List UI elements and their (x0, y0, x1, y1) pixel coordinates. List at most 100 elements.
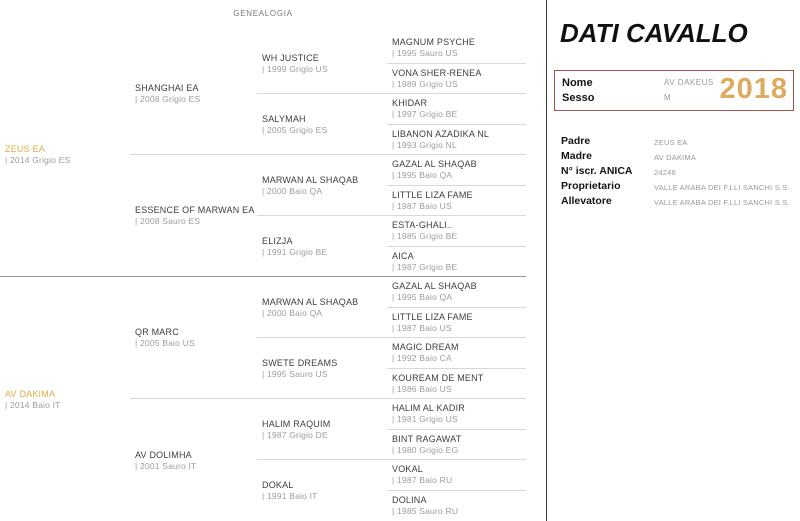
horse-year-color-country: | 1989 Grigio US (392, 78, 458, 89)
horse-name: KHIDAR (392, 98, 428, 109)
pedigree-cell-gen3: SWETE DREAMS | 1995 Sauro US (257, 338, 387, 399)
horse-year-color-country: | 1987 Baio RU (392, 475, 453, 486)
detail-value: VALLE ARABA DEI F.LLI SANCHI S.S. (654, 183, 790, 192)
horse-year-color-country: | 1999 Grigio US (262, 63, 328, 74)
horse-year-color-country: | 1995 Baio QA (392, 170, 453, 181)
genealogy-header: GENEALOGIA (233, 9, 293, 18)
detail-label: Proprietario (561, 180, 621, 192)
horse-name: AICA (392, 250, 414, 261)
horse-name: GAZAL AL SHAQAB (392, 281, 477, 292)
pedigree-cell-gen1: AV DAKIMA | 2014 Baio IT (0, 277, 130, 521)
details-list: Padre ZEUS EA Madre AV DAKIMA N° iscr. A… (561, 136, 799, 211)
horse-year-color-country: | 2005 Grigio ES (262, 124, 328, 135)
detail-label: Madre (561, 150, 592, 162)
pedigree-cell-gen2: ESSENCE OF MARWAN EA | 2008 Sauro ES (130, 155, 257, 277)
horse-name: MAGIC DREAM (392, 342, 459, 353)
name-value: AV DAKEUS (664, 78, 714, 87)
detail-row-allevatore: Allevatore VALLE ARABA DEI F.LLI SANCHI … (561, 196, 799, 208)
horse-year-color-country: | 2000 Baio QA (262, 185, 323, 196)
pedigree-cell-gen4: MAGNUM PSYCHE | 1995 Sauro US (387, 33, 526, 64)
horse-name: SHANGHAI EA (135, 83, 199, 93)
detail-label: Allevatore (561, 195, 612, 207)
horse-name: LITTLE LIZA FAME (392, 311, 473, 322)
pedigree-cell-gen4: KHIDAR | 1997 Grigio BE (387, 94, 526, 125)
pedigree-cell-gen4: MAGIC DREAM | 1992 Baio CA (387, 338, 526, 369)
pedigree-cell-gen1: ZEUS EA | 2014 Grigio ES (0, 33, 130, 277)
horse-year-color-country: | 2008 Grigio ES (135, 94, 201, 104)
horse-name: WH JUSTICE (262, 52, 319, 63)
detail-label: Padre (561, 135, 591, 147)
horse-name: MARWAN AL SHAQAB (262, 296, 359, 307)
detail-label: N° iscr. ANICA (561, 165, 633, 177)
pedigree-cell-gen3: ELIZJA | 1991 Grigio BE (257, 216, 387, 277)
horse-name: DOKAL (262, 480, 294, 490)
horse-year-color-country: | 1987 Baio US (392, 322, 452, 333)
horse-name: SWETE DREAMS (262, 357, 338, 368)
pedigree-cell-gen4: KOUREAM DE MENT | 1986 Baio US (387, 369, 526, 399)
detail-row-proprietario: Proprietario VALLE ARABA DEI F.LLI SANCH… (561, 181, 799, 193)
pedigree-cell-gen2: AV DOLIMHA | 2001 Sauro IT (130, 399, 257, 521)
pedigree-cell-gen3: DOKAL | 1991 Baio IT (257, 460, 387, 521)
birth-year: 2018 (719, 73, 788, 105)
horse-year-color-country: | 1991 Grigio BE (262, 246, 328, 257)
identity-box: Nome AV DAKEUS Sesso M 2018 (554, 70, 794, 111)
horse-year-color-country: | 1993 Grigio NL (392, 139, 457, 150)
pedigree-cell-gen4: GAZAL AL SHAQAB | 1995 Baio QA (387, 155, 526, 186)
horse-data-panel: DATI CAVALLO Nome AV DAKEUS Sesso M 2018… (546, 0, 800, 521)
horse-year-color-country: | 1985 Grigio BE (392, 231, 458, 242)
horse-year-color-country: | 1995 Sauro US (392, 48, 458, 59)
horse-year-color-country: | 1987 Grigio BE (392, 261, 458, 272)
pedigree-cell-gen2: SHANGHAI EA | 2008 Grigio ES (130, 33, 257, 155)
horse-name: AV DAKIMA (5, 388, 56, 399)
name-row: Nome AV DAKEUS (562, 75, 793, 90)
horse-year-color-country: | 1995 Sauro US (262, 368, 328, 379)
horse-name: ESTA-GHALI.. (392, 220, 453, 231)
name-label: Nome (562, 76, 593, 89)
pedigree-cell-gen3: SALYMAH | 2005 Grigio ES (257, 94, 387, 155)
horse-year-color-country: | 1985 Sauro RU (392, 506, 459, 517)
horse-year-color-country: | 1987 Grigio DE (262, 429, 328, 440)
pedigree-cell-gen2: QR MARC | 2005 Baio US (130, 277, 257, 399)
pedigree-tree: ZEUS EA | 2014 Grigio ES AV DAKIMA | 2014 B… (0, 33, 526, 521)
pedigree-cell-gen4: HALIM AL KADIR | 1981 Grigio US (387, 399, 526, 430)
pedigree-cell-gen4: BINT RAGAWAT | 1980 Grigio EG (387, 430, 526, 460)
pedigree-cell-gen4: VONA SHER-RENEA | 1989 Grigio US (387, 64, 526, 94)
horse-year-color-country: | 1997 Grigio BE (392, 109, 458, 120)
horse-name: ZEUS EA (5, 144, 45, 154)
horse-year-color-country: | 2008 Sauro ES (135, 216, 201, 226)
detail-value: AV DAKIMA (654, 153, 697, 162)
sex-value: M (664, 93, 672, 102)
pedigree-cell-gen4: VOKAL | 1987 Baio RU (387, 460, 526, 491)
horse-year-color-country: | 2014 Baio IT (5, 399, 61, 410)
pedigree-cell-gen4: GAZAL AL SHAQAB | 1995 Baio QA (387, 277, 526, 308)
pedigree-cell-gen4: AICA | 1987 Grigio BE (387, 247, 526, 277)
horse-year-color-country: | 1981 Grigio US (392, 414, 458, 425)
horse-year-color-country: | 2000 Baio QA (262, 307, 323, 318)
horse-year-color-country: | 2014 Grigio ES (5, 155, 71, 165)
pedigree-cell-gen4: ESTA-GHALI.. | 1985 Grigio BE (387, 216, 526, 247)
horse-year-color-country: | 1992 Baio CA (392, 353, 452, 364)
horse-year-color-country: | 2001 Sauro IT (135, 460, 197, 471)
detail-row-padre: Padre ZEUS EA (561, 136, 799, 148)
horse-name: SALYMAH (262, 113, 306, 124)
horse-name: HALIM AL KADIR (392, 403, 465, 414)
horse-name: KOUREAM DE MENT (392, 372, 484, 383)
detail-row-madre: Madre AV DAKIMA (561, 151, 799, 163)
detail-value: ZEUS EA (654, 138, 688, 147)
sex-row: Sesso M (562, 90, 793, 105)
sex-label: Sesso (562, 91, 595, 104)
horse-name: ELIZJA (262, 235, 293, 246)
detail-value: VALLE ARABA DEI F.LLI SANCHI S.S. (654, 198, 790, 207)
horse-name: DOLINA (392, 495, 427, 506)
pedigree-cell-gen3: WH JUSTICE | 1999 Grigio US (257, 33, 387, 94)
horse-name: HALIM RAQUIM (262, 418, 331, 429)
page-title: DATI CAVALLO (560, 18, 748, 48)
horse-name: GAZAL AL SHAQAB (392, 159, 477, 170)
horse-name: QR MARC (135, 327, 179, 337)
pedigree-cell-gen3: HALIM RAQUIM | 1987 Grigio DE (257, 399, 387, 460)
pedigree-cell-gen3: MARWAN AL SHAQAB | 2000 Baio QA (257, 277, 387, 338)
pedigree-cell-gen3: MARWAN AL SHAQAB | 2000 Baio QA (257, 155, 387, 216)
pedigree-cell-gen4: LITTLE LIZA FAME | 1987 Baio US (387, 308, 526, 338)
horse-name: LITTLE LIZA FAME (392, 189, 473, 200)
